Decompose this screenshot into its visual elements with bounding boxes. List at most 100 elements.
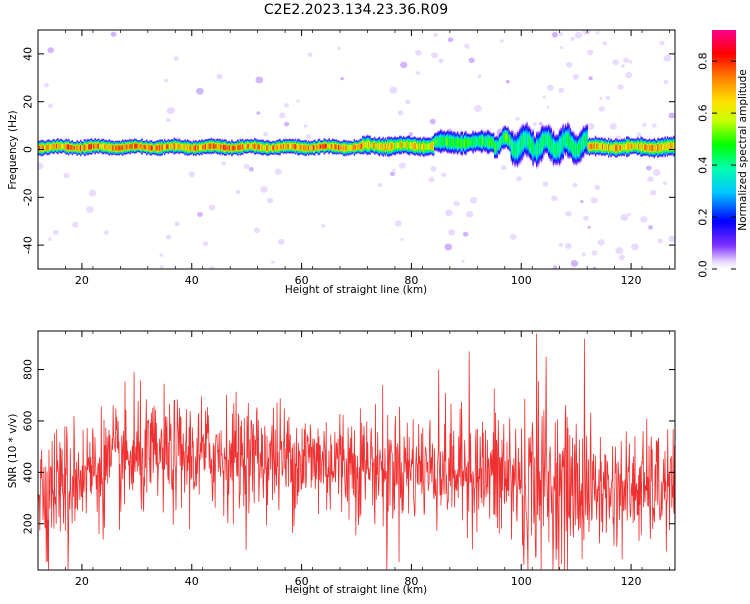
- spectrogram-band-cell: [627, 143, 629, 151]
- spectrogram-band-cell: [364, 142, 366, 148]
- spectrogram-band-cell: [491, 139, 494, 146]
- spectrogram-band-cell: [130, 144, 132, 149]
- spectrogram-band-cell: [240, 144, 243, 150]
- spectrogram-band-cell: [414, 143, 417, 150]
- spectrogram-band-cell: [207, 143, 209, 149]
- spectrogram-band-cell: [305, 145, 308, 151]
- spectrogram-band-cell: [636, 143, 639, 150]
- spectrogram-band-cell: [272, 145, 274, 151]
- spectrogram-band-cell: [126, 144, 129, 150]
- spectrogram-band-cell: [312, 145, 315, 151]
- spectrogram-band-cell: [384, 143, 387, 151]
- spectrogram-band-cell: [525, 133, 527, 145]
- snr-y-label: SNR (10 * v/v): [7, 414, 19, 489]
- spectrogram-band-cell: [341, 145, 344, 151]
- spectrogram-band-cell: [74, 145, 76, 150]
- spectrogram-band-cell: [497, 142, 500, 149]
- spectrogram-band-cell: [171, 143, 173, 149]
- spectrogram-band-cell: [249, 144, 251, 149]
- spectrogram-band-cell: [623, 144, 626, 151]
- spectrogram-band-cell: [359, 143, 362, 150]
- spectrogram-band-cell: [269, 145, 272, 151]
- spectrogram-band-cell: [152, 145, 154, 151]
- spectrogram-speckle: [260, 186, 268, 193]
- spectrogram-speckle: [465, 210, 474, 218]
- spectrogram-band-cell: [576, 144, 579, 155]
- spectrogram-speckle: [461, 259, 465, 263]
- spectrogram-band-cell: [352, 145, 354, 150]
- spectrogram-band-cell: [48, 144, 51, 150]
- spectrogram-band-cell: [47, 144, 50, 150]
- spectrogram-band-cell: [254, 143, 256, 150]
- spectrogram-speckle: [277, 238, 285, 245]
- spectrogram-band-cell: [340, 145, 342, 150]
- spectrogram-speckle: [615, 247, 624, 255]
- colorbar-tick-label: 0.2: [697, 208, 710, 226]
- spectrogram-band-cell: [156, 145, 159, 151]
- spectrogram-x-label: Height of straight line (km): [285, 284, 427, 296]
- spectrogram-band-cell: [417, 143, 419, 150]
- spectrogram-band-cell: [566, 134, 568, 145]
- spectrogram-band-cell: [196, 145, 198, 151]
- spectrogram-speckle: [570, 260, 579, 267]
- spectrogram-band-cell: [375, 143, 377, 149]
- spectrogram-speckle: [565, 61, 573, 68]
- spectrogram-band-cell: [306, 145, 309, 151]
- y-tick-label: 600: [22, 410, 35, 431]
- spectrogram-band-cell: [124, 144, 126, 150]
- spectrogram-speckle: [663, 54, 672, 62]
- spectrogram-band-cell: [72, 145, 75, 150]
- spectrogram-band-cell: [46, 144, 48, 151]
- spectrogram-band-cell: [392, 143, 394, 150]
- spectrogram-band-cell: [365, 141, 368, 149]
- spectrogram-band-cell: [327, 143, 329, 149]
- spectrogram-band-cell: [425, 143, 428, 150]
- snr-x-label: Height of straight line (km): [285, 584, 427, 596]
- spectrogram-band-cell: [642, 144, 645, 151]
- spectrogram-band-cell: [383, 144, 386, 150]
- spectrogram-speckle: [605, 95, 611, 101]
- spectrogram-band-cell: [42, 145, 45, 151]
- spectrogram-band-cell: [263, 145, 266, 151]
- spectrogram-band-cell: [150, 145, 153, 151]
- spectrogram-speckle: [477, 74, 482, 79]
- spectrogram-band-cell: [138, 144, 141, 149]
- x-tick-label: 20: [75, 274, 89, 287]
- spectrogram-band-cell: [203, 144, 206, 150]
- spectrogram-speckle: [617, 84, 624, 90]
- spectrogram-band-cell: [70, 145, 72, 150]
- spectrogram-band-cell: [123, 145, 125, 150]
- spectrogram-band-cell: [509, 138, 512, 146]
- spectrogram-band-cell: [86, 145, 88, 150]
- spectrogram-speckle: [474, 105, 482, 112]
- spectrogram-band-cell: [455, 139, 458, 147]
- spectrogram-band-cell: [267, 145, 269, 151]
- spectrogram-band-cell: [526, 133, 528, 147]
- spectrogram-band-cell: [345, 145, 347, 151]
- spectrogram-band-cell: [429, 143, 431, 150]
- y-tick-label: 800: [22, 359, 35, 380]
- spectrogram-speckle: [296, 99, 300, 103]
- spectrogram-speckle: [433, 32, 439, 38]
- spectrogram-band-cell: [467, 139, 470, 147]
- spectrogram-band-cell: [226, 145, 228, 150]
- spectrogram-band-cell: [430, 143, 432, 149]
- spectrogram-band-cell: [593, 143, 596, 149]
- spectrogram-band-cell: [273, 145, 275, 151]
- spectrogram-speckle: [558, 243, 564, 247]
- colorbar: 0.0 0.2 0.4 0.6 0.8 Normalized spectral ampl…: [697, 30, 749, 278]
- spectrogram-band-cell: [353, 144, 356, 151]
- spectrogram-band-cell: [282, 144, 285, 150]
- spectrogram-speckle: [429, 118, 436, 125]
- spectrogram-band-cell: [665, 143, 668, 150]
- spectrogram-band-cell: [594, 142, 597, 150]
- spectrogram-band-cell: [579, 142, 581, 153]
- spectrogram-band-cell: [431, 142, 434, 150]
- spectrogram-band-cell: [84, 144, 87, 151]
- spectrogram-band-cell: [591, 143, 593, 150]
- spectrogram-band-cell: [488, 137, 490, 147]
- spectrogram-band-cell: [660, 144, 663, 151]
- spectrogram-band-cell: [502, 134, 504, 143]
- spectrogram-band-cell: [443, 137, 446, 146]
- spectrogram-speckle: [620, 64, 625, 68]
